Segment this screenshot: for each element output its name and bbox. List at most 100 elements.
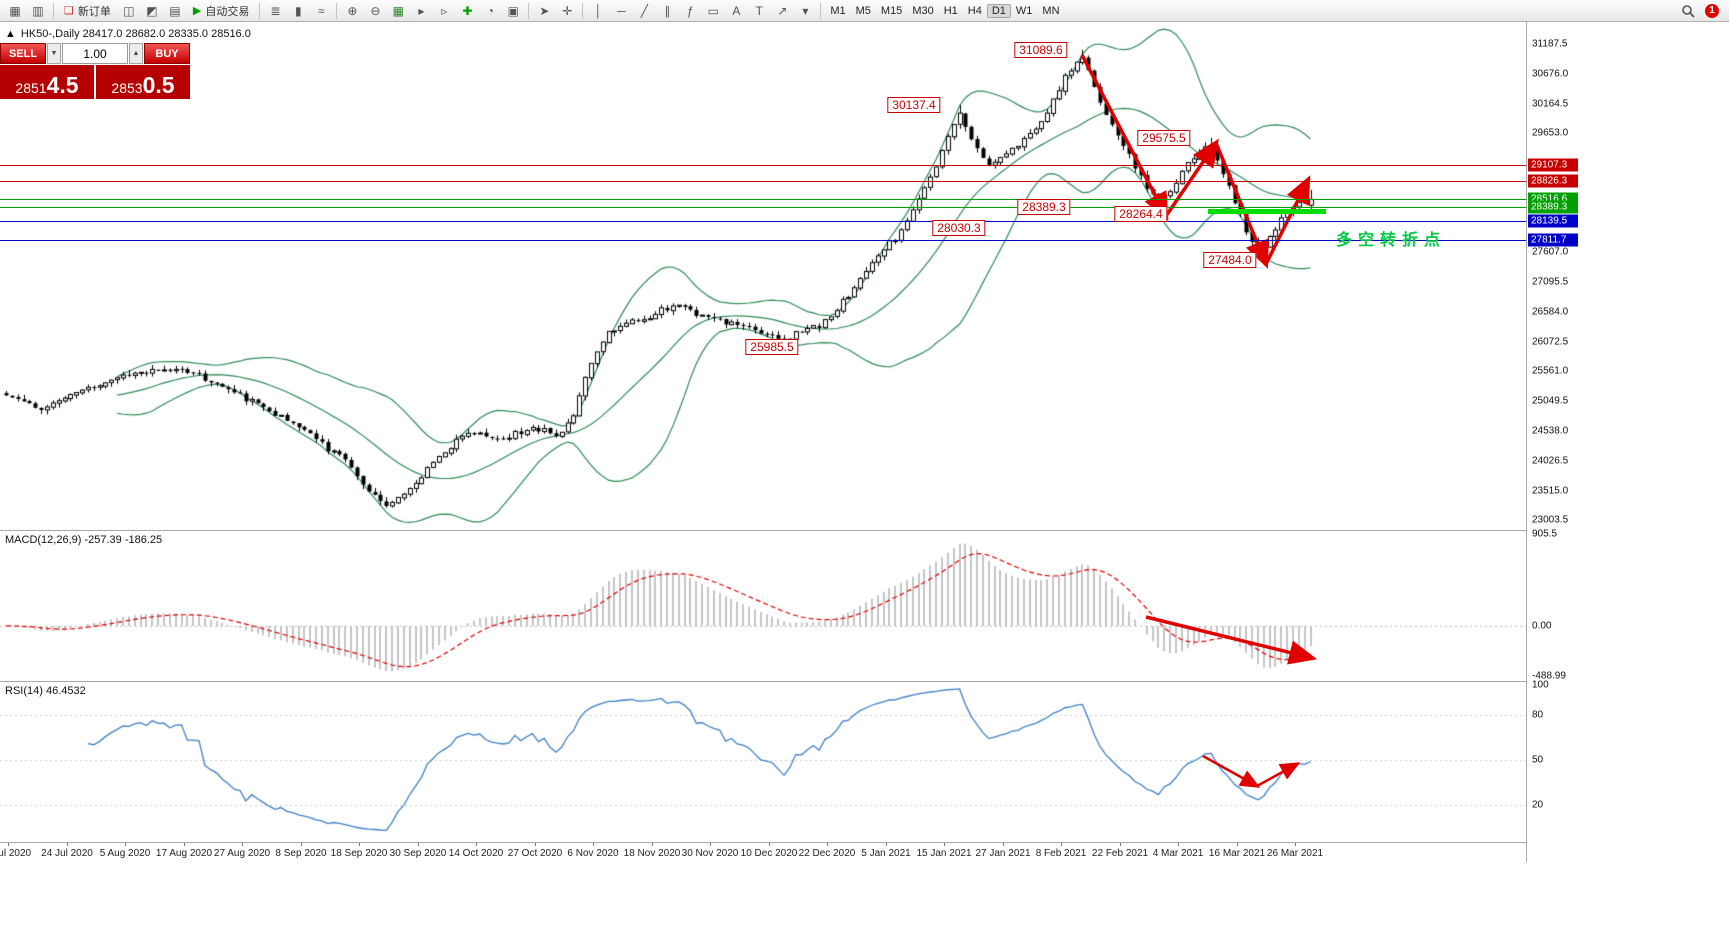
date-axis-label: 14 Oct 2020 — [448, 848, 504, 859]
volume-decrease-button[interactable]: ▼ — [47, 43, 61, 64]
macd-panel[interactable]: MACD(12,26,9) -257.39 -186.25 — [0, 531, 1526, 681]
horizontal-line-object[interactable] — [0, 207, 1526, 208]
auto-scroll-icon[interactable]: ▸ — [418, 3, 425, 18]
price-annotation[interactable]: 27484.0 — [1203, 252, 1257, 268]
sell-price[interactable]: 2851 4.5 — [0, 65, 94, 99]
price-annotation[interactable]: 28264.4 — [1114, 206, 1168, 222]
trendline-icon[interactable]: ╱ — [640, 3, 648, 18]
price-axis-tag: 28139.5 — [1528, 214, 1578, 228]
market-watch-icon[interactable]: ◫ — [123, 3, 135, 18]
navigator-icon[interactable]: ◩ — [146, 3, 158, 18]
volume-input[interactable] — [62, 43, 128, 64]
date-axis-label: 15 Jan 2021 — [916, 848, 972, 859]
fibonacci-icon[interactable]: ƒ — [687, 3, 694, 18]
cursor-icon[interactable]: ➤ — [539, 3, 550, 18]
date-axis-label: 22 Dec 2020 — [798, 848, 856, 859]
one-click-toggle[interactable]: ▲ — [5, 28, 16, 40]
price-axis: 31187.5 30676.0 30164.5 29653.0 27607.0 27095… — [1526, 22, 1729, 862]
macd-axis-label: -488.99 — [1532, 670, 1566, 682]
price-annotation[interactable]: 25985.5 — [745, 339, 799, 355]
new-order-button[interactable]: ❏ 新订单 — [58, 2, 117, 20]
ohlc-bars-icon[interactable]: ≣ — [270, 3, 281, 18]
arrow-tools-icon[interactable]: ↗ — [777, 3, 788, 18]
rsi-panel[interactable]: RSI(14) 46.4532 — [0, 682, 1526, 842]
search-icon[interactable] — [1677, 2, 1699, 20]
date-axis-label: 5 Jan 2021 — [861, 848, 911, 859]
objects-dropdown-icon[interactable]: ▾ — [802, 3, 809, 18]
timeframe-h1[interactable]: H1 — [943, 4, 958, 17]
vertical-line-icon[interactable]: │ — [594, 3, 603, 18]
horizontal-line-object[interactable] — [0, 165, 1526, 166]
date-axis-label: 18 Nov 2020 — [623, 848, 681, 859]
indicators-icon[interactable]: ✚ — [462, 3, 473, 18]
text-icon[interactable]: A — [732, 3, 741, 18]
macd-axis-label: 0.00 — [1532, 620, 1552, 632]
date-axis-label: 16 Mar 2021 — [1208, 848, 1266, 859]
chart-profiles-icon[interactable]: ▥ — [32, 3, 44, 18]
new-chart-icon[interactable]: ▦ — [9, 3, 21, 18]
price-axis-label: 25561.0 — [1532, 365, 1569, 377]
price-annotation[interactable]: 28030.3 — [932, 220, 986, 236]
timeframe-m30[interactable]: M30 — [912, 4, 934, 17]
periods-icon[interactable]: ◔ — [486, 3, 494, 18]
horizontal-line-object[interactable] — [0, 199, 1526, 200]
timeframe-m5[interactable]: M5 — [855, 4, 871, 17]
auto-trading-button-label: 自动交易 — [205, 5, 250, 18]
date-axis-label: 26 Mar 2021 — [1266, 848, 1324, 859]
terminal-icon[interactable]: ▤ — [169, 3, 181, 18]
macd-indicator-label: MACD(12,26,9) -257.39 -186.25 — [5, 534, 163, 546]
candlestick-mode-icon[interactable]: ▮ — [295, 3, 302, 18]
line-chart-icon[interactable]: ≈ — [318, 3, 325, 18]
price-annotation[interactable]: 28389.3 — [1017, 199, 1071, 215]
date-tick — [184, 843, 185, 846]
macd-panel-separator[interactable] — [0, 530, 1729, 531]
price-axis-label: 27095.5 — [1532, 276, 1569, 288]
date-axis-label: 17 Aug 2020 — [155, 848, 213, 859]
sell-price-prefix: 2851 — [15, 79, 47, 96]
price-axis-label: 30676.0 — [1532, 68, 1569, 80]
timeframe-h4[interactable]: H4 — [967, 4, 982, 17]
equidistant-channel-icon[interactable]: ∥ — [664, 3, 671, 18]
horizontal-line-object[interactable] — [0, 181, 1526, 182]
templates-icon[interactable]: ▣ — [507, 3, 520, 18]
text-label-icon[interactable]: T — [755, 3, 764, 18]
horizontal-line-object[interactable] — [0, 221, 1526, 222]
tile-windows-icon[interactable]: ▦ — [392, 3, 405, 18]
price-annotation[interactable]: 29575.5 — [1137, 130, 1191, 146]
geometric-shapes-icon[interactable]: ▭ — [707, 3, 720, 18]
timeframe-mn[interactable]: MN — [1042, 4, 1060, 17]
date-axis-label: 27 Aug 2020 — [213, 848, 271, 859]
date-tick — [476, 843, 477, 846]
chart-shift-icon[interactable]: ▹ — [441, 3, 448, 18]
time-axis: 4 Jul 2020 24 Jul 2020 5 Aug 2020 17 Aug 20… — [0, 843, 1526, 865]
volume-increase-button[interactable]: ▲ — [129, 43, 143, 64]
sell-button[interactable]: SELL — [0, 43, 46, 64]
price-chart-panel[interactable]: 31089.6 30137.4 29575.5 28389.3 28264.4 28030… — [0, 22, 1526, 530]
turning-point-note[interactable]: 多空转折点 — [1336, 232, 1447, 249]
crosshair-icon[interactable]: ✛ — [562, 3, 573, 18]
buy-price[interactable]: 2853 0.5 — [96, 65, 190, 99]
notifications-badge[interactable]: 1 — [1705, 3, 1719, 18]
auto-trading-button[interactable]: ▶ 自动交易 — [187, 2, 255, 20]
horizontal-line-object[interactable] — [0, 240, 1526, 241]
toolbar-separator — [582, 2, 584, 19]
time-axis-separator — [0, 842, 1729, 843]
support-zone-bar[interactable] — [1208, 209, 1326, 214]
price-annotation[interactable]: 31089.6 — [1014, 42, 1068, 58]
zoom-in-icon[interactable]: ⊕ — [347, 3, 358, 18]
horizontal-line-icon[interactable]: ─ — [617, 3, 626, 18]
timeframe-w1[interactable]: W1 — [1015, 4, 1033, 17]
sell-price-big: 4.5 — [46, 72, 79, 99]
timeframe-m15[interactable]: M15 — [880, 4, 903, 17]
candlestick-canvas[interactable] — [0, 22, 1526, 530]
toolbar-right-group: 1 — [1677, 2, 1725, 20]
date-axis-label: 4 Mar 2021 — [1152, 848, 1204, 859]
buy-price-prefix: 2853 — [111, 79, 143, 96]
buy-button[interactable]: BUY — [144, 43, 190, 64]
timeframe-d1[interactable]: D1 — [986, 3, 1011, 18]
zoom-out-icon[interactable]: ⊖ — [370, 3, 381, 18]
date-tick — [593, 843, 594, 846]
timeframe-m1[interactable]: M1 — [830, 4, 846, 17]
rsi-panel-separator[interactable] — [0, 681, 1729, 682]
price-annotation[interactable]: 30137.4 — [887, 97, 941, 113]
